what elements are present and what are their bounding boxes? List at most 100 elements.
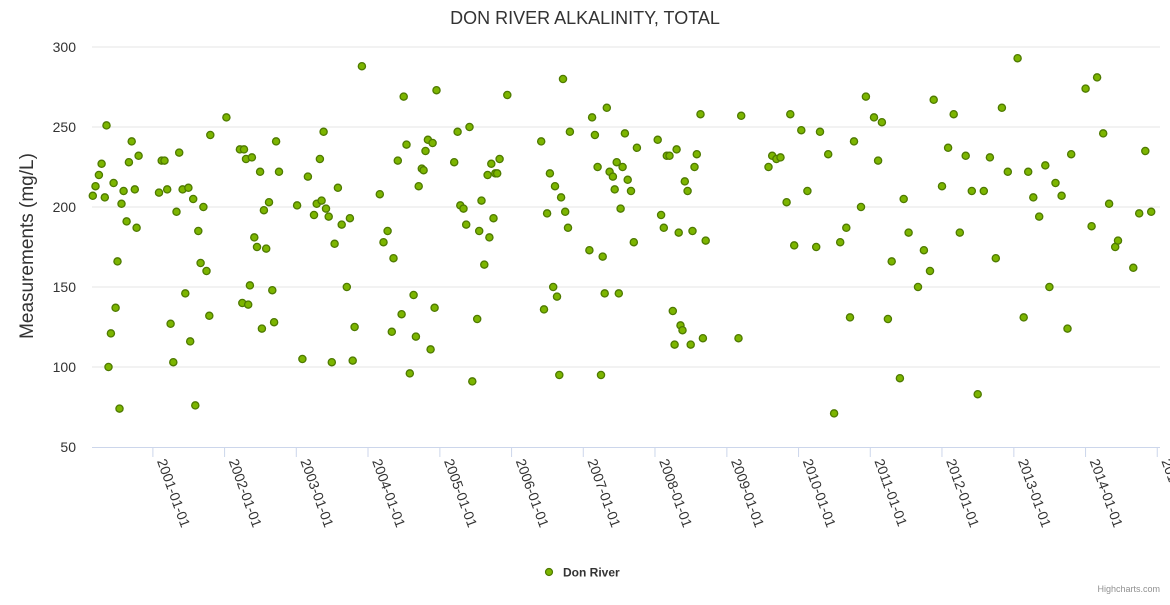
data-point[interactable]	[480, 260, 489, 269]
data-point[interactable]	[181, 289, 190, 298]
data-point[interactable]	[550, 181, 560, 191]
data-point[interactable]	[786, 109, 795, 119]
data-point[interactable]	[250, 233, 259, 242]
data-point[interactable]	[670, 340, 679, 349]
data-point[interactable]	[815, 127, 825, 137]
data-point[interactable]	[489, 213, 498, 223]
data-point[interactable]	[1029, 193, 1038, 202]
data-point[interactable]	[1063, 324, 1072, 333]
data-point[interactable]	[194, 226, 203, 236]
data-point[interactable]	[503, 90, 512, 100]
data-point[interactable]	[309, 210, 319, 220]
data-point[interactable]	[188, 194, 198, 204]
data-point[interactable]	[678, 325, 687, 335]
data-point[interactable]	[174, 148, 184, 157]
data-point[interactable]	[555, 370, 564, 380]
data-point[interactable]	[255, 167, 265, 177]
data-point[interactable]	[614, 289, 624, 298]
data-point[interactable]	[659, 223, 669, 233]
data-point[interactable]	[1141, 146, 1150, 156]
data-point[interactable]	[1051, 178, 1060, 188]
data-point[interactable]	[268, 285, 277, 295]
data-point[interactable]	[317, 196, 326, 205]
data-point[interactable]	[414, 181, 423, 191]
data-point[interactable]	[556, 193, 566, 202]
data-point[interactable]	[405, 369, 415, 378]
data-point[interactable]	[430, 303, 439, 313]
data-point[interactable]	[257, 324, 267, 333]
data-point[interactable]	[823, 149, 833, 159]
data-point[interactable]	[618, 162, 627, 172]
data-point[interactable]	[465, 122, 474, 132]
data-point[interactable]	[698, 333, 708, 343]
data-point[interactable]	[565, 127, 575, 137]
data-point[interactable]	[696, 109, 705, 119]
data-point[interactable]	[389, 253, 398, 263]
data-point[interactable]	[271, 137, 281, 146]
data-point[interactable]	[350, 322, 359, 332]
data-point[interactable]	[899, 194, 908, 204]
data-point[interactable]	[345, 213, 355, 223]
data-point[interactable]	[797, 125, 806, 135]
data-point[interactable]	[829, 409, 839, 418]
data-point[interactable]	[616, 204, 625, 213]
data-point[interactable]	[319, 127, 328, 137]
data-point[interactable]	[674, 228, 683, 237]
data-point[interactable]	[94, 170, 104, 180]
data-point[interactable]	[1041, 161, 1050, 170]
data-point[interactable]	[536, 137, 546, 146]
data-point[interactable]	[402, 140, 411, 149]
data-point[interactable]	[985, 153, 995, 162]
data-point[interactable]	[115, 404, 124, 413]
data-point[interactable]	[474, 226, 484, 236]
data-point[interactable]	[261, 244, 271, 253]
data-point[interactable]	[162, 185, 172, 194]
data-point[interactable]	[764, 162, 773, 172]
data-point[interactable]	[88, 191, 98, 201]
data-point[interactable]	[545, 169, 555, 178]
data-point[interactable]	[421, 146, 430, 156]
data-point[interactable]	[1023, 167, 1033, 177]
data-point[interactable]	[453, 127, 462, 137]
data-point[interactable]	[166, 319, 175, 329]
data-point[interactable]	[1066, 149, 1076, 159]
data-point[interactable]	[811, 242, 821, 252]
data-point[interactable]	[102, 121, 111, 130]
data-point[interactable]	[937, 181, 947, 191]
data-point[interactable]	[342, 282, 352, 292]
data-point[interactable]	[560, 207, 570, 217]
credits-link[interactable]: Highcharts.com	[1097, 584, 1160, 594]
data-point[interactable]	[665, 151, 674, 161]
data-point[interactable]	[596, 370, 606, 380]
data-point[interactable]	[130, 185, 140, 194]
data-point[interactable]	[426, 345, 435, 354]
data-point[interactable]	[1129, 263, 1138, 273]
data-point[interactable]	[919, 245, 929, 255]
data-point[interactable]	[1013, 53, 1022, 63]
data-point[interactable]	[298, 354, 307, 364]
data-point[interactable]	[492, 169, 502, 178]
data-point[interactable]	[620, 129, 630, 138]
data-point[interactable]	[1104, 199, 1114, 209]
data-point[interactable]	[206, 130, 215, 140]
data-point[interactable]	[375, 189, 385, 199]
data-point[interactable]	[269, 317, 279, 327]
data-point[interactable]	[861, 92, 871, 101]
data-point[interactable]	[877, 117, 887, 127]
data-point[interactable]	[598, 252, 607, 261]
data-point[interactable]	[485, 233, 494, 242]
data-point[interactable]	[883, 314, 893, 324]
data-point[interactable]	[967, 186, 977, 196]
data-point[interactable]	[122, 217, 131, 226]
data-point[interactable]	[842, 223, 851, 233]
data-point[interactable]	[542, 209, 552, 218]
data-point[interactable]	[495, 154, 504, 164]
data-point[interactable]	[593, 162, 602, 172]
data-point[interactable]	[119, 186, 128, 196]
data-point[interactable]	[686, 340, 695, 349]
data-point[interactable]	[1134, 209, 1144, 218]
data-point[interactable]	[449, 157, 459, 167]
data-point[interactable]	[104, 362, 113, 372]
data-point[interactable]	[330, 239, 339, 249]
data-point[interactable]	[602, 103, 612, 113]
